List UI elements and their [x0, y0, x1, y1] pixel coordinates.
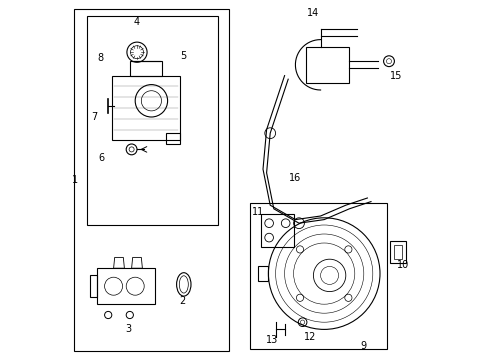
Text: 1: 1	[72, 175, 78, 185]
Text: 9: 9	[361, 341, 367, 351]
Text: 2: 2	[179, 296, 185, 306]
Text: 15: 15	[390, 71, 402, 81]
Text: 5: 5	[181, 51, 187, 61]
Text: 13: 13	[266, 335, 278, 345]
Text: 16: 16	[289, 173, 301, 183]
Text: 4: 4	[134, 17, 140, 27]
Text: 8: 8	[97, 53, 103, 63]
Text: 6: 6	[98, 153, 104, 163]
Text: 14: 14	[307, 8, 319, 18]
Text: 11: 11	[251, 207, 264, 217]
Text: 10: 10	[397, 260, 410, 270]
Text: 7: 7	[92, 112, 98, 122]
Text: 12: 12	[304, 332, 316, 342]
Text: 3: 3	[125, 324, 131, 334]
